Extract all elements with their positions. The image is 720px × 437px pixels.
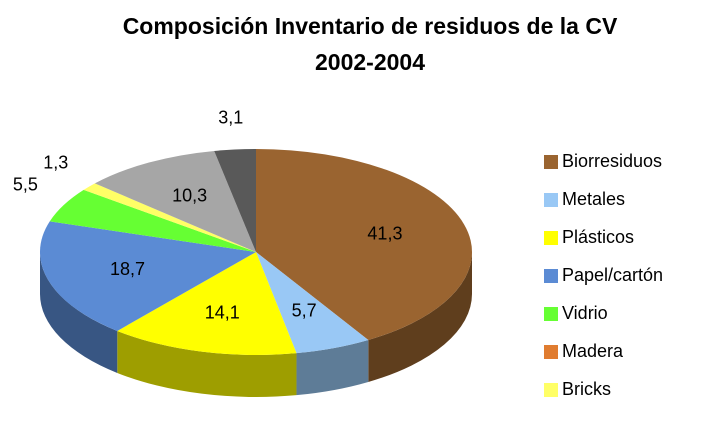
pie-slice <box>256 149 472 340</box>
data-label: 14,1 <box>205 303 240 323</box>
data-label: 18,7 <box>110 259 145 279</box>
data-label: 5,7 <box>292 300 317 320</box>
pie-slice <box>39 221 256 331</box>
legend-swatch <box>544 345 558 359</box>
legend-label: Papel/cartón <box>562 265 663 285</box>
legend-label: Plásticos <box>562 227 634 247</box>
legend-label: Vidrio <box>562 303 608 323</box>
data-label: 10,3 <box>172 185 207 205</box>
pie-slice <box>256 252 369 354</box>
pie-slice <box>83 183 257 252</box>
pie-side <box>296 339 369 396</box>
legend-swatch <box>544 307 558 321</box>
legend-swatch <box>544 155 558 169</box>
data-label: 5,5 <box>13 174 38 194</box>
pie-side <box>368 252 472 382</box>
legend-label: Biorresiduos <box>562 151 662 171</box>
data-label: 3,1 <box>218 108 243 128</box>
legend-label: Metales <box>562 189 625 209</box>
pie-slice <box>94 150 256 252</box>
pie-slice <box>117 252 297 356</box>
pie-slice <box>214 149 256 252</box>
data-label: 41,3 <box>367 224 402 244</box>
legend-label: Bricks <box>562 379 611 399</box>
legend-swatch <box>544 383 558 397</box>
pie-side <box>40 252 118 373</box>
pie-side <box>117 330 297 398</box>
chart-title: Composición Inventario de residuos de la… <box>122 13 618 75</box>
pie-slice <box>49 189 256 252</box>
data-label: 1,3 <box>43 152 68 172</box>
legend-swatch <box>544 269 558 283</box>
legend-swatch <box>544 193 558 207</box>
legend-swatch <box>544 231 558 245</box>
legend-label: Madera <box>562 341 624 361</box>
